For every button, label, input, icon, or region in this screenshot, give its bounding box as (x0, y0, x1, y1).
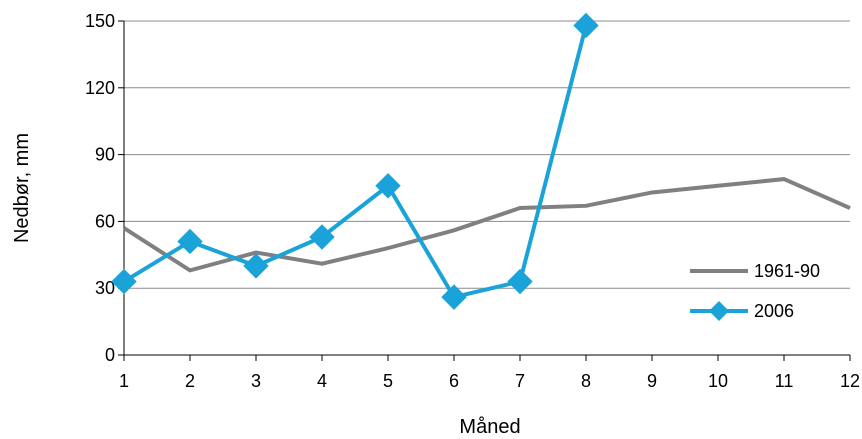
data-point (111, 268, 137, 295)
y-tick-label: 150 (85, 11, 115, 31)
y-tick-label: 90 (95, 145, 115, 165)
data-point (441, 284, 467, 310)
data-point (309, 224, 335, 250)
y-tick-label: 60 (95, 211, 115, 231)
x-tick-label: 7 (515, 371, 525, 391)
data-point (375, 173, 401, 199)
x-tick-label: 5 (383, 371, 393, 391)
x-tick-label: 8 (581, 371, 591, 391)
series-1 (122, 177, 851, 273)
legend-label: 1961-90 (754, 261, 820, 281)
series-line (122, 177, 851, 273)
y-tick-label: 0 (105, 345, 115, 365)
x-tick-label: 9 (647, 371, 657, 391)
gridlines (124, 20, 850, 356)
legend-label: 2006 (754, 301, 794, 321)
x-tick-label: 2 (185, 371, 195, 391)
series-group (111, 12, 851, 310)
x-tick-label: 11 (775, 371, 794, 391)
x-tick-label: 10 (708, 371, 728, 391)
x-tick-label: 4 (317, 371, 327, 391)
x-axis-title: Måned (459, 416, 520, 438)
x-tick-label: 12 (840, 371, 860, 391)
legend-entry: 1961-90 (690, 261, 820, 281)
series-2 (111, 12, 599, 310)
x-tick-label: 6 (449, 371, 459, 391)
legend-entry: 2006 (690, 301, 794, 321)
y-tick-label: 30 (95, 278, 115, 298)
data-point (507, 268, 533, 295)
y-axis-title: Nedbør, mm (11, 133, 33, 243)
legend: 1961-90 2006 (690, 261, 820, 321)
series-line (122, 24, 588, 300)
data-point (573, 12, 599, 39)
x-tick-label: 3 (251, 371, 261, 391)
data-point (243, 253, 269, 279)
x-tick-label: 1 (119, 371, 129, 391)
y-tick-label: 120 (85, 78, 115, 98)
legend-marker (709, 301, 729, 321)
data-point (177, 228, 203, 255)
